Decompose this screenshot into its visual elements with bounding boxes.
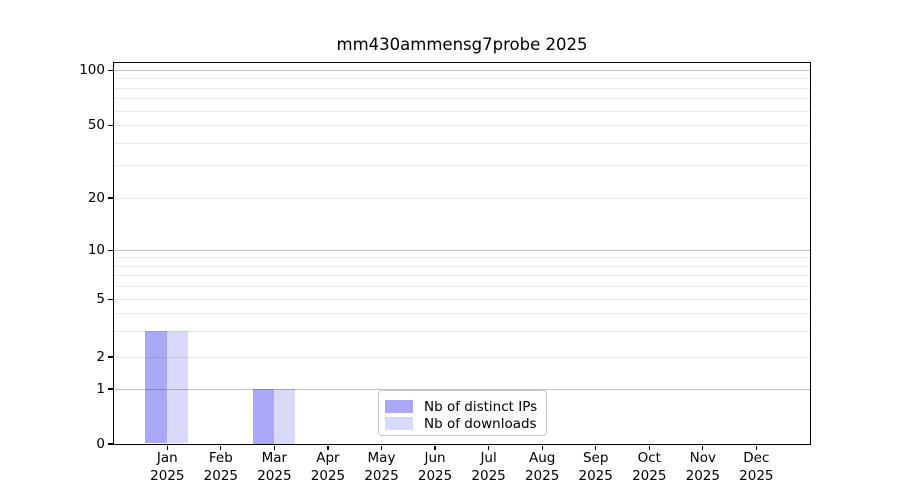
y-tick-100 <box>108 69 114 72</box>
x-tick-label-jun-2025: Jun 2025 <box>403 450 467 485</box>
x-tick-label-line: 2025 <box>203 467 239 484</box>
x-tick-label-line: Jun <box>424 450 446 466</box>
y-tick-label-10: 10 <box>87 242 105 258</box>
x-tick-label-line: Sep <box>582 450 609 466</box>
y-tick-label-1: 1 <box>96 380 105 397</box>
y-tick-0 <box>108 443 114 445</box>
x-tick-apr-2025 <box>327 445 329 450</box>
x-tick-label-line: 2025 <box>685 467 720 484</box>
y-tick-label-0: 0 <box>96 435 105 452</box>
gridline-minor-20 <box>114 197 810 199</box>
x-tick-aug-2025 <box>541 445 543 450</box>
x-tick-oct-2025 <box>648 445 650 450</box>
bar-nb-of-downloads-mar-2025 <box>273 388 296 444</box>
x-tick-label-line: Jan <box>156 450 178 466</box>
x-tick-label-line: Mar <box>261 450 288 466</box>
x-tick-label-line: 2025 <box>632 467 667 484</box>
x-tick-label-line: Oct <box>637 450 661 466</box>
bar-nb-of-distinct-ips-jan-2025 <box>145 331 167 444</box>
legend-label-nb-of-downloads: Nb of downloads <box>424 415 537 432</box>
x-tick-label-oct-2025: Oct 2025 <box>617 450 681 485</box>
legend-swatch-nb-of-downloads <box>385 417 413 430</box>
gridline-minor-9 <box>114 257 810 259</box>
y-tick-label-100: 100 <box>79 62 105 78</box>
y-tick-50 <box>108 124 114 127</box>
gridline-minor-50 <box>114 125 810 126</box>
gridline-minor-90 <box>114 78 810 80</box>
legend-row-nb-of-downloads: Nb of downloads <box>385 415 538 432</box>
x-tick-label-line: 2025 <box>524 467 560 484</box>
x-tick-label-line: 2025 <box>364 467 399 484</box>
x-tick-label-line: Nov <box>689 450 716 466</box>
y-tick-label-2: 2 <box>96 348 105 365</box>
x-tick-jun-2025 <box>434 445 436 450</box>
x-tick-feb-2025 <box>220 445 222 450</box>
gridline-minor-30 <box>114 165 810 167</box>
y-tick-2 <box>108 356 114 358</box>
x-tick-label-line: 2025 <box>739 467 774 484</box>
x-tick-label-may-2025: May 2025 <box>350 450 414 485</box>
gridline-major-100 <box>114 70 810 71</box>
x-tick-label-apr-2025: Apr 2025 <box>296 450 360 485</box>
gridline-minor-8 <box>114 265 810 267</box>
x-tick-may-2025 <box>380 445 383 450</box>
x-tick-mar-2025 <box>273 445 276 450</box>
gridline-minor-3 <box>114 331 810 333</box>
x-tick-sep-2025 <box>595 445 597 450</box>
x-tick-label-sep-2025: Sep 2025 <box>564 450 628 485</box>
gridline-major-1 <box>114 388 810 390</box>
bar-nb-of-distinct-ips-mar-2025 <box>252 388 274 444</box>
x-tick-label-line: 2025 <box>578 467 613 484</box>
x-tick-label-nov-2025: Nov 2025 <box>671 450 735 485</box>
x-tick-label-line: 2025 <box>257 467 292 484</box>
bar-nb-of-downloads-jan-2025 <box>166 331 189 444</box>
y-tick-label-20: 20 <box>87 189 105 206</box>
y-tick-20 <box>108 197 114 199</box>
chart-title: mm430ammensg7probe 2025 <box>336 35 588 54</box>
y-tick-5 <box>108 298 114 301</box>
gridline-minor-60 <box>114 110 810 112</box>
x-tick-label-line: 2025 <box>150 467 185 484</box>
x-tick-label-line: Aug <box>528 450 556 466</box>
y-tick-label-5: 5 <box>96 291 105 307</box>
gridline-minor-2 <box>114 356 810 358</box>
x-tick-label-line: May <box>367 450 396 466</box>
x-tick-label-line: Dec <box>743 450 770 466</box>
x-tick-label-mar-2025: Mar 2025 <box>242 450 306 485</box>
y-tick-1 <box>108 388 114 390</box>
legend-swatch-nb-of-distinct-ips <box>385 400 413 413</box>
legend-row-nb-of-distinct-ips: Nb of distinct IPs <box>385 398 538 415</box>
gridline-minor-4 <box>114 313 810 314</box>
gridline-minor-6 <box>114 286 810 288</box>
x-tick-label-line: 2025 <box>417 467 453 484</box>
x-tick-label-line: 2025 <box>471 467 506 484</box>
x-tick-label-dec-2025: Dec 2025 <box>724 450 788 485</box>
y-tick-10 <box>108 249 114 252</box>
x-tick-jan-2025 <box>166 445 168 450</box>
gridline-minor-40 <box>114 142 810 144</box>
x-tick-nov-2025 <box>702 445 704 450</box>
legend-label-nb-of-distinct-ips: Nb of distinct IPs <box>424 398 538 415</box>
x-tick-label-line: Apr <box>316 450 340 466</box>
x-tick-label-aug-2025: Aug 2025 <box>510 450 574 485</box>
x-tick-label-line: 2025 <box>310 467 346 484</box>
legend: Nb of distinct IPs Nb of downloads <box>378 390 547 436</box>
gridline-minor-5 <box>114 299 810 300</box>
y-tick-label-50: 50 <box>87 117 105 133</box>
gridline-minor-7 <box>114 275 810 277</box>
x-tick-label-feb-2025: Feb 2025 <box>189 450 253 485</box>
gridline-minor-80 <box>114 87 810 89</box>
x-tick-label-jan-2025: Jan 2025 <box>135 450 199 485</box>
x-tick-jul-2025 <box>487 445 490 450</box>
x-tick-label-line: Jul <box>480 450 497 466</box>
plot-area <box>113 61 811 445</box>
x-tick-dec-2025 <box>755 445 757 450</box>
x-tick-label-line: Feb <box>208 450 233 466</box>
gridline-minor-70 <box>114 98 810 100</box>
gridline-major-10 <box>114 250 810 251</box>
x-tick-label-jul-2025: Jul 2025 <box>457 450 521 485</box>
